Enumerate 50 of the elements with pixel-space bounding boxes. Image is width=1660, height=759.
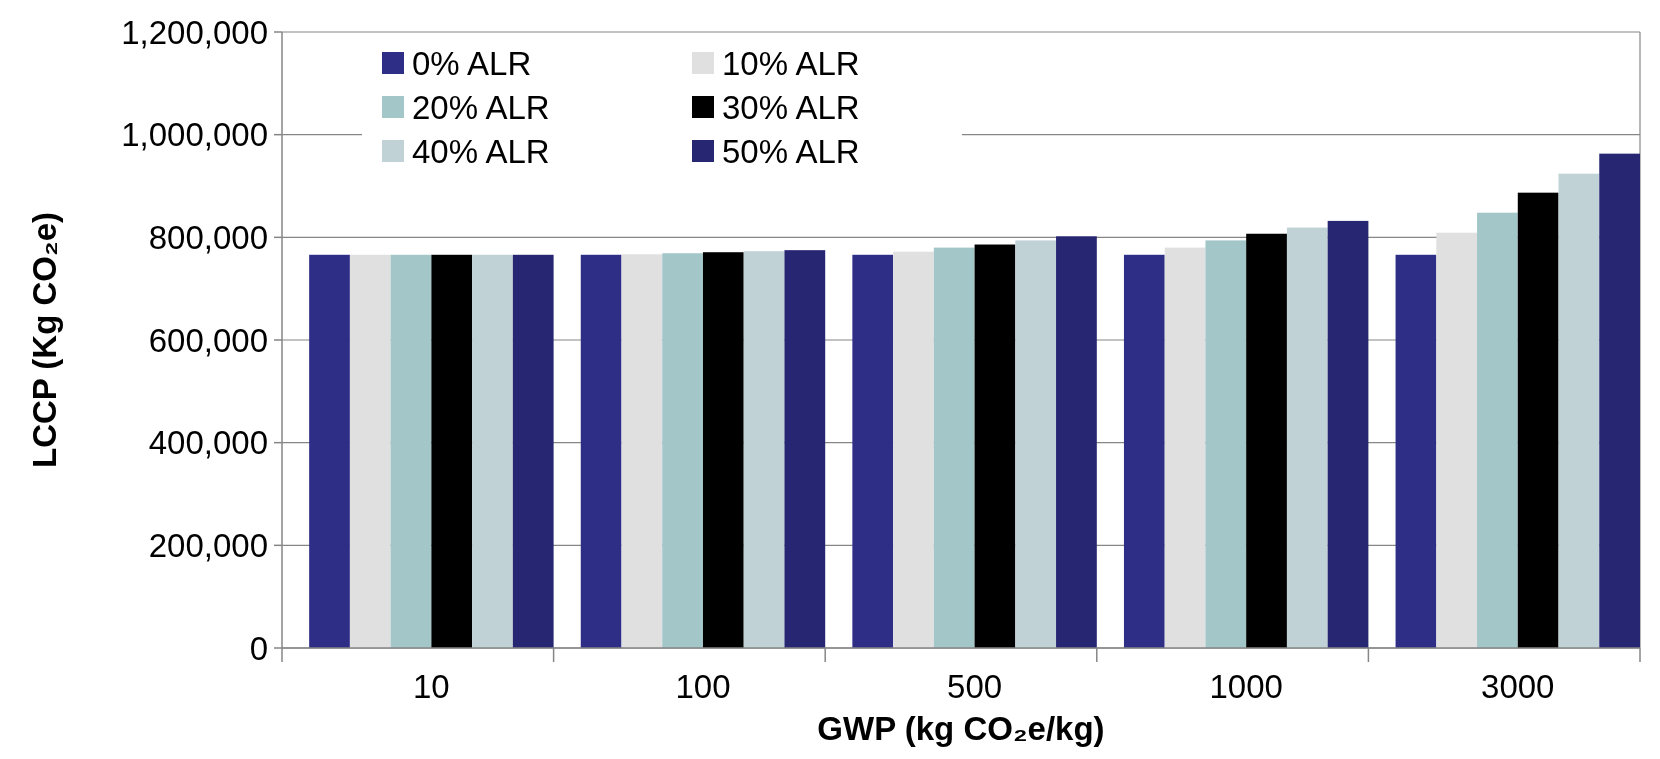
- x-tick-label: 500: [947, 668, 1003, 705]
- bar: [743, 251, 785, 648]
- bar: [512, 254, 554, 648]
- bar: [893, 251, 934, 648]
- legend-label: 10% ALR: [722, 44, 860, 82]
- y-tick-label: 800,000: [148, 218, 268, 256]
- bar: [784, 250, 826, 648]
- legend-label: 20% ALR: [412, 88, 550, 126]
- bar: [1246, 233, 1287, 648]
- legend-label: 30% ALR: [722, 88, 860, 126]
- x-tick-label: 3000: [1481, 668, 1555, 705]
- bar: [1599, 153, 1640, 648]
- bar: [472, 254, 513, 648]
- y-tick-label: 1,200,000: [121, 13, 268, 51]
- bar: [1395, 254, 1437, 648]
- bar: [1123, 254, 1165, 648]
- y-tick-label: 0: [249, 629, 268, 667]
- legend-label: 0% ALR: [412, 44, 532, 82]
- legend-label: 40% ALR: [412, 132, 550, 170]
- bar: [933, 247, 975, 648]
- y-tick-label: 200,000: [148, 526, 268, 564]
- bar: [390, 254, 432, 648]
- bar: [662, 253, 703, 648]
- y-tick-label: 600,000: [148, 321, 268, 359]
- legend-label: 50% ALR: [722, 132, 860, 170]
- bar: [1517, 192, 1559, 648]
- bar: [1205, 240, 1247, 648]
- x-tick-label: 10: [413, 668, 450, 705]
- bar: [852, 254, 894, 648]
- bar: [580, 254, 622, 648]
- bar: [974, 244, 1016, 648]
- bar: [702, 252, 744, 648]
- x-axis-title: GWP (kg CO₂e/kg): [817, 710, 1105, 747]
- bar: [1015, 240, 1057, 648]
- y-tick-label: 400,000: [148, 424, 268, 462]
- bar: [621, 254, 663, 648]
- y-tick-label: 1,000,000: [121, 116, 268, 154]
- x-tick-label: 1000: [1209, 668, 1283, 705]
- bar: [1477, 212, 1518, 648]
- bar: [1436, 232, 1478, 648]
- y-axis-title: LCCP (Kg CO₂e): [26, 211, 63, 469]
- bar: [1558, 173, 1600, 648]
- bar: [1327, 220, 1369, 648]
- bar: [1164, 247, 1206, 648]
- bar: [1286, 227, 1328, 648]
- bar: [349, 254, 391, 648]
- x-tick-label: 100: [675, 668, 731, 705]
- bar: [431, 254, 473, 648]
- bar: [309, 254, 350, 648]
- bar: [1056, 236, 1097, 648]
